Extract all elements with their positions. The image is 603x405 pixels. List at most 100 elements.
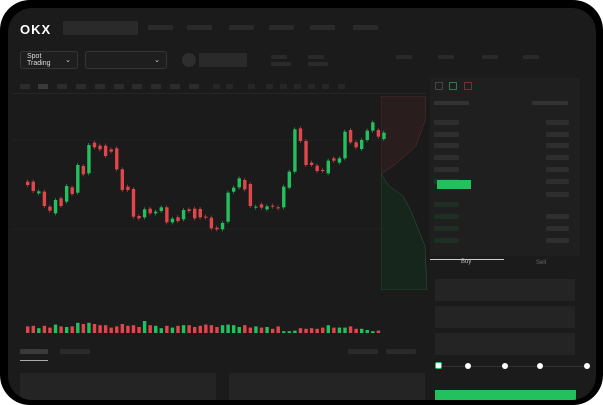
slider-mark-25[interactable] bbox=[465, 363, 471, 369]
drawing-tool-icon[interactable] bbox=[226, 84, 233, 89]
volume-bar bbox=[237, 327, 241, 333]
tab-open-orders[interactable] bbox=[20, 349, 48, 354]
ask-price bbox=[434, 155, 459, 160]
candle-body bbox=[126, 186, 130, 190]
candle-body bbox=[142, 209, 147, 218]
volume-bar bbox=[42, 325, 47, 333]
nav-item[interactable] bbox=[353, 25, 378, 30]
drawing-tool-icon[interactable] bbox=[338, 84, 345, 89]
nav-item[interactable] bbox=[229, 25, 254, 30]
filter-placeholder[interactable] bbox=[386, 349, 416, 354]
filter-placeholder[interactable] bbox=[348, 349, 378, 354]
slider-handle[interactable] bbox=[435, 362, 442, 369]
drawing-tool-icon[interactable] bbox=[280, 84, 287, 89]
candle-body bbox=[243, 180, 247, 190]
candle-body bbox=[198, 209, 202, 218]
volume-bar bbox=[282, 331, 286, 333]
total-input[interactable] bbox=[435, 333, 575, 355]
drawing-tool-icon[interactable] bbox=[322, 84, 329, 89]
volume-bar bbox=[226, 324, 230, 333]
candle-body bbox=[332, 158, 336, 161]
volume-bar bbox=[376, 330, 381, 333]
candle-body bbox=[348, 130, 353, 143]
volume-bar bbox=[176, 325, 180, 333]
ask-price bbox=[434, 132, 459, 137]
volume-bar bbox=[109, 327, 113, 333]
book-header bbox=[434, 101, 469, 105]
drawing-tool-icon[interactable] bbox=[248, 84, 255, 89]
volume-bar bbox=[148, 325, 152, 333]
market-select[interactable]: Spot Trading ⌄ bbox=[20, 51, 78, 69]
nav-item[interactable] bbox=[310, 25, 335, 30]
chevron-down-icon: ⌄ bbox=[65, 57, 71, 64]
volume-bar bbox=[48, 327, 52, 333]
tab-history[interactable] bbox=[60, 349, 90, 354]
nav-item[interactable] bbox=[187, 25, 212, 30]
candle-body bbox=[282, 186, 286, 208]
candle-body bbox=[148, 208, 152, 214]
volume-bar bbox=[354, 328, 358, 333]
amount-input[interactable] bbox=[435, 306, 575, 328]
drawing-tool-icon[interactable] bbox=[308, 84, 315, 89]
timeframe-button[interactable] bbox=[57, 84, 67, 89]
nav-item[interactable] bbox=[269, 25, 294, 30]
volume-bar bbox=[59, 326, 63, 333]
candle-body bbox=[343, 131, 347, 159]
book-view-bids-icon[interactable] bbox=[449, 82, 457, 90]
tab-buy[interactable]: Buy bbox=[461, 259, 472, 265]
candle-body bbox=[215, 227, 219, 230]
timeframe-button[interactable] bbox=[189, 84, 199, 89]
price-placeholder bbox=[199, 53, 247, 67]
candle-body bbox=[371, 122, 375, 131]
book-header bbox=[532, 101, 568, 105]
volume-bar bbox=[193, 327, 197, 333]
timeframe-button[interactable] bbox=[95, 84, 105, 89]
slider-mark-100[interactable] bbox=[584, 363, 590, 369]
ask-price bbox=[434, 167, 459, 172]
slider-track[interactable] bbox=[440, 366, 588, 367]
drawing-tool-icon[interactable] bbox=[213, 84, 220, 89]
drawing-tool-icon[interactable] bbox=[266, 84, 273, 89]
candle-body bbox=[165, 207, 169, 223]
book-view-asks-icon[interactable] bbox=[464, 82, 472, 90]
timeframe-button[interactable] bbox=[38, 84, 48, 89]
timeframe-button[interactable] bbox=[151, 84, 161, 89]
search-placeholder[interactable] bbox=[63, 21, 138, 35]
ask-amount bbox=[546, 143, 569, 148]
timeframe-button[interactable] bbox=[132, 84, 142, 89]
pair-select[interactable]: ⌄ bbox=[85, 51, 167, 69]
candle-body bbox=[226, 192, 230, 222]
nav-item[interactable] bbox=[148, 25, 173, 30]
slider-mark-75[interactable] bbox=[537, 363, 543, 369]
bid-price bbox=[434, 202, 459, 207]
mid-price bbox=[437, 180, 471, 189]
candle-body bbox=[220, 223, 225, 230]
timeframe-button[interactable] bbox=[114, 84, 124, 89]
candle-body bbox=[70, 187, 74, 194]
ask-amount bbox=[546, 179, 569, 184]
tab-sell[interactable]: Sell bbox=[536, 260, 547, 266]
timeframe-button[interactable] bbox=[20, 84, 30, 89]
drawing-tool-icon[interactable] bbox=[294, 84, 301, 89]
divider bbox=[12, 93, 426, 94]
volume-bar bbox=[309, 328, 314, 333]
slider-mark-50[interactable] bbox=[502, 363, 508, 369]
candle-body bbox=[159, 207, 163, 211]
orders-panel bbox=[20, 373, 216, 400]
stat-label bbox=[271, 55, 287, 59]
volume-bar bbox=[154, 325, 158, 333]
buy-button[interactable] bbox=[435, 390, 576, 400]
candle-body bbox=[365, 130, 369, 140]
timeframe-button[interactable] bbox=[170, 84, 180, 89]
stat-label bbox=[438, 55, 454, 59]
volume-bar bbox=[304, 328, 308, 333]
candle-body bbox=[170, 218, 175, 223]
stat-label bbox=[523, 55, 539, 59]
price-input[interactable] bbox=[435, 279, 575, 301]
candle-body bbox=[298, 128, 303, 141]
timeframe-button[interactable] bbox=[76, 84, 86, 89]
candle-body bbox=[326, 160, 330, 174]
ask-price bbox=[434, 120, 459, 125]
book-view-both-icon[interactable] bbox=[435, 82, 443, 90]
candle-body bbox=[321, 170, 325, 171]
